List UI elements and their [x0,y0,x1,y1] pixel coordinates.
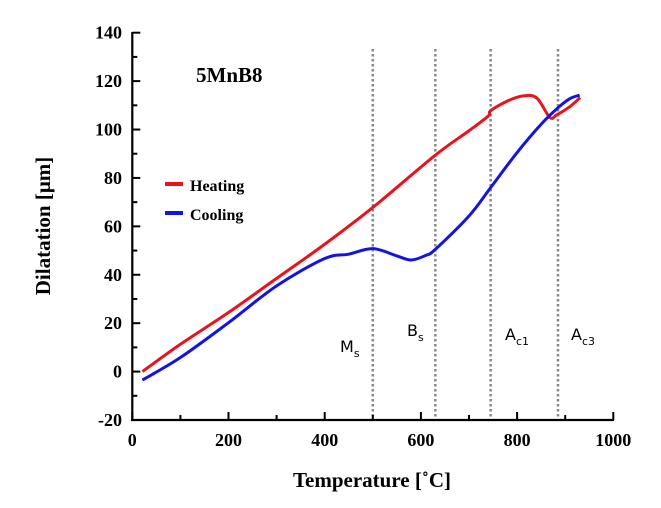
reference-label-sub: c3 [582,335,595,348]
y-tick-label: 40 [104,265,122,285]
reference-label-main: M [340,337,354,356]
legend-label-heating: Heating [190,178,244,195]
reference-label-sub: c1 [516,335,529,348]
y-tick-label: 80 [104,168,122,188]
x-tick-label: 1000 [595,430,631,450]
reference-label-bs: Bs [407,321,424,344]
x-tick-label: 800 [504,430,531,450]
reference-label-main: A [571,325,582,344]
y-axis-title: Dilatation [μm] [31,157,55,295]
series-line-cooling [141,93,581,382]
x-tick-label: 0 [128,430,137,450]
y-tick-label: -20 [98,410,122,430]
x-tick-label: 400 [311,430,338,450]
reference-label-sub: s [354,347,360,360]
legend: Heating Cooling [165,178,244,224]
y-tick-label: 120 [95,71,122,91]
y-tick-label: 0 [113,362,122,382]
y-tick-label: 20 [104,313,122,333]
x-tick-label: 200 [215,430,242,450]
reference-label-ms: Ms [340,337,360,360]
reference-label-ac1: Ac1 [505,325,529,348]
x-axis-title: Temperature [˚C] [293,468,451,492]
reference-label-ac3: Ac3 [571,325,595,348]
reference-label-main: A [505,325,516,344]
x-tick-label: 600 [407,430,434,450]
y-tick-label: 140 [95,23,122,43]
reference-label-main: B [407,321,418,340]
sample-label: 5MnB8 [196,63,263,87]
y-tick-label: 60 [104,216,122,236]
reference-label-sub: s [418,331,424,344]
y-tick-label: 100 [95,120,122,140]
legend-label-cooling: Cooling [190,207,243,224]
series-line-heating [141,93,582,373]
